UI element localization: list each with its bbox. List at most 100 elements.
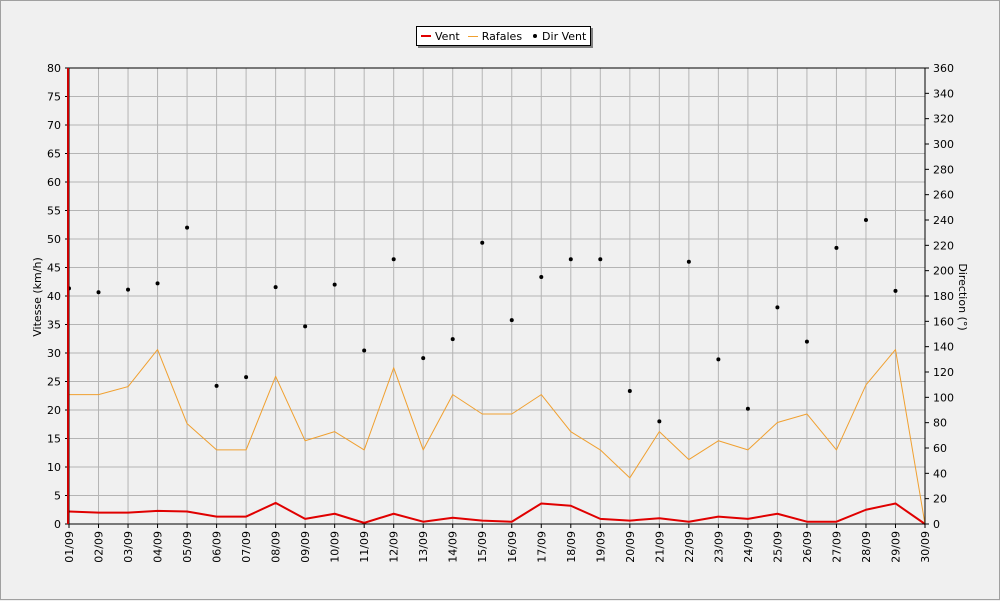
x-tick-label: 18/09 [565, 531, 578, 563]
chart-marks [67, 218, 926, 525]
y-tick-label: 10 [47, 461, 61, 474]
point-dir-vent [657, 419, 662, 424]
y2-tick-label: 160 [933, 315, 954, 328]
y-tick-label: 35 [47, 319, 61, 332]
y2-tick-label: 320 [933, 113, 954, 126]
legend-item-dir-vent: Dir Vent [530, 30, 586, 43]
y2-tick-label: 80 [933, 417, 947, 430]
legend-item-vent: Vent [421, 30, 460, 43]
point-dir-vent [155, 281, 160, 286]
x-tick-label: 05/09 [181, 531, 194, 563]
y-tick-label: 80 [47, 62, 61, 75]
y-tick-label: 5 [54, 490, 61, 503]
point-dir-vent [863, 218, 868, 222]
point-dir-vent [480, 240, 485, 245]
x-tick-label: 23/09 [712, 531, 725, 563]
point-dir-vent [598, 257, 603, 262]
y2-tick-label: 220 [933, 239, 954, 252]
series-line-vent [68, 501, 926, 525]
point-dir-vent [244, 375, 249, 380]
legend-swatch-rafales [467, 35, 478, 37]
y2-tick-label: 200 [933, 265, 954, 278]
y-tick-label: 15 [47, 433, 61, 446]
x-tick-label: 09/09 [299, 531, 312, 563]
y-tick-label: 40 [47, 290, 61, 303]
x-tick-label: 25/09 [771, 531, 784, 563]
x-tick-label: 19/09 [594, 531, 607, 563]
y-tick-label: 45 [47, 262, 61, 275]
point-dir-vent [686, 259, 691, 264]
point-dir-vent [745, 406, 750, 411]
y2-tick-label: 100 [933, 391, 954, 404]
legend-swatch-vent [421, 35, 431, 37]
legend-label-rafales: Rafales [481, 29, 523, 43]
point-dir-vent [539, 275, 544, 279]
point-dir-vent [362, 348, 367, 353]
y2-tick-label: 120 [933, 366, 954, 379]
series-line-rafales [69, 349, 926, 525]
point-dir-vent [509, 318, 514, 323]
x-tick-label: 14/09 [447, 531, 460, 563]
x-tick-label: 02/09 [93, 531, 106, 563]
x-tick-label: 17/09 [535, 531, 548, 563]
x-tick-label: 21/09 [653, 531, 666, 563]
y2-tick-label: 0 [933, 518, 940, 531]
y-tick-label: 20 [47, 404, 61, 417]
x-tick-label: 15/09 [476, 531, 489, 563]
x-tick-label: 28/09 [860, 531, 873, 563]
y2-tick-label: 340 [933, 87, 954, 100]
y-tick-label: 55 [47, 205, 61, 218]
y2-tick-label: 180 [933, 290, 954, 303]
legend-swatch-dir-vent [533, 34, 538, 38]
x-tick-label: 06/09 [211, 531, 224, 563]
y2-tick-label: 300 [933, 138, 954, 151]
y2-tick-label: 60 [933, 442, 947, 455]
point-dir-vent [716, 357, 721, 362]
y-tick-label: 50 [47, 233, 61, 246]
x-tick-label: 22/09 [683, 531, 696, 563]
point-dir-vent [421, 356, 426, 361]
point-dir-vent [804, 339, 809, 344]
x-tick-label: 07/09 [240, 531, 253, 563]
y2-axis-title: Direction (°) [956, 263, 969, 330]
y-tick-label: 0 [54, 518, 61, 531]
y-tick-label: 70 [47, 119, 61, 132]
legend: Vent Rafales Dir Vent [416, 26, 592, 46]
grid-lines [68, 67, 926, 525]
point-dir-vent [450, 337, 455, 342]
x-tick-label: 08/09 [270, 531, 283, 563]
point-dir-vent [96, 290, 101, 295]
y2-tick-label: 360 [933, 62, 954, 75]
point-dir-vent [332, 282, 337, 287]
chart-axes: 0 5 10 15 20 25 30 35 40 45 50 55 60 65 70 75 80 0 20 40 60 8… [47, 62, 954, 563]
y-tick-label: 75 [47, 91, 61, 104]
point-dir-vent [834, 245, 839, 250]
x-tick-label: 13/09 [417, 531, 430, 563]
x-tick-label: 24/09 [742, 531, 755, 563]
point-dir-vent [391, 257, 396, 262]
y2-tick-label: 40 [933, 467, 947, 480]
x-tick-label: 27/09 [830, 531, 843, 563]
y2-tick-label: 240 [933, 214, 954, 227]
point-dir-vent [568, 257, 573, 262]
y2-tick-label: 280 [933, 163, 954, 176]
legend-label-vent: Vent [435, 29, 460, 43]
legend-item-rafales: Rafales [467, 29, 523, 43]
y-tick-label: 60 [47, 176, 61, 189]
point-dir-vent [273, 285, 278, 290]
x-tick-label: 29/09 [889, 531, 902, 563]
x-tick-label: 01/09 [63, 531, 76, 563]
legend-label-dir-vent: Dir Vent [542, 29, 587, 43]
y-tick-label: 25 [47, 376, 61, 389]
point-dir-vent [775, 305, 780, 310]
point-dir-vent [303, 324, 308, 329]
y2-tick-label: 20 [933, 493, 947, 506]
x-tick-label: 11/09 [358, 531, 371, 563]
y-tick-label: 65 [47, 148, 61, 161]
point-dir-vent [893, 288, 898, 293]
x-tick-label: 20/09 [624, 531, 637, 563]
x-tick-label: 10/09 [329, 531, 342, 563]
y-tick-label: 30 [47, 347, 61, 360]
